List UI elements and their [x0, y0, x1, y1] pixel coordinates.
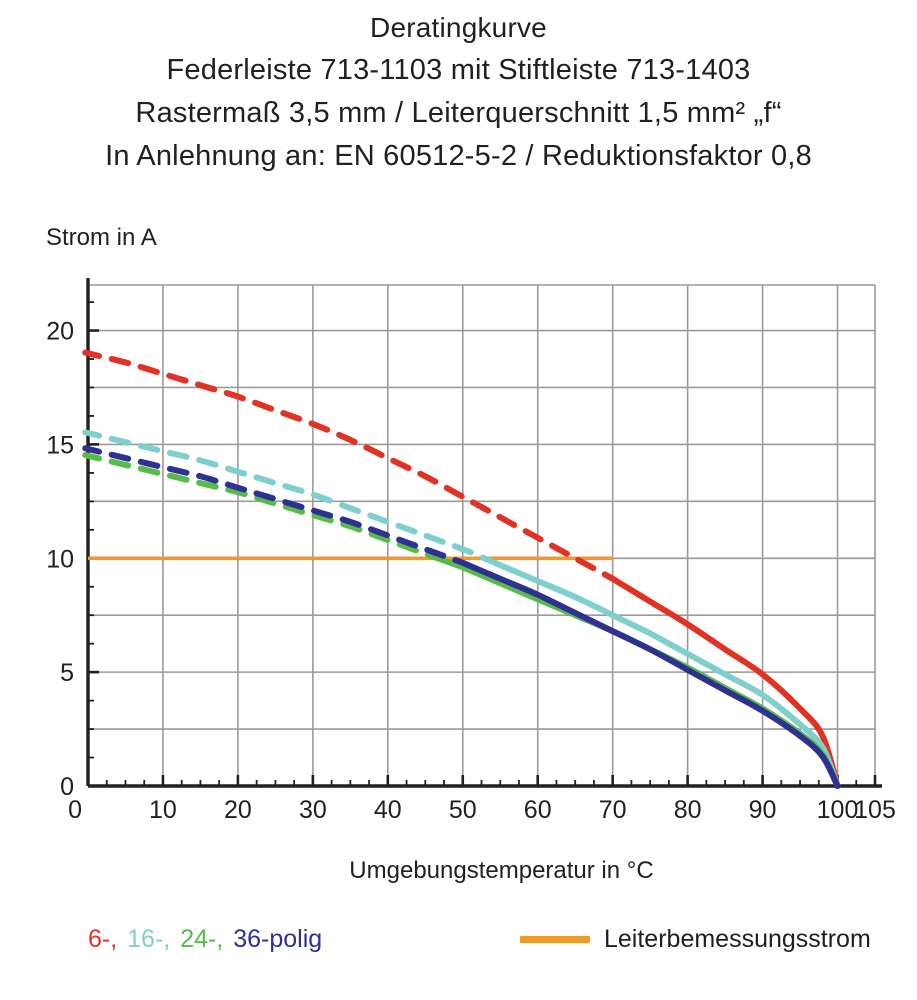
svg-text:50: 50 [449, 796, 477, 824]
axis-minor-ticks [86, 301, 877, 788]
svg-text:10: 10 [149, 796, 177, 824]
curve-16-polig [82, 429, 841, 789]
svg-text:60: 60 [524, 796, 552, 824]
legend-item-24-polig: 24-, [180, 925, 224, 953]
chart-legend: 6-, 16-, 24-, 36-polig Leiterbemessungss… [0, 925, 917, 985]
title-line-2: Federleiste 713-1103 mit Stiftleiste 713… [166, 54, 751, 86]
svg-text:40: 40 [374, 796, 402, 824]
svg-text:30: 30 [299, 796, 327, 824]
x-axis-title: Umgebungstemperatur in °C [349, 857, 654, 884]
svg-text:15: 15 [46, 431, 74, 459]
svg-text:5: 5 [60, 659, 74, 687]
title-line-3: Rastermaß 3,5 mm / Leiterquerschnitt 1,5… [135, 97, 782, 129]
axis-lines [86, 278, 882, 788]
legend-rated-current: Leiterbemessungsstrom [520, 925, 871, 954]
legend-rated-current-label: Leiterbemessungsstrom [604, 925, 871, 953]
svg-text:0: 0 [60, 773, 74, 801]
svg-text:90: 90 [749, 796, 777, 824]
svg-text:20: 20 [46, 318, 74, 346]
curve-24-polig [82, 452, 841, 789]
svg-text:100: 100 [817, 796, 859, 824]
title-line-4: In Anlehnung an: EN 60512-5-2 / Reduktio… [105, 140, 812, 172]
svg-text:70: 70 [599, 796, 627, 824]
gridlines [88, 284, 876, 786]
derating-curves [82, 349, 841, 789]
svg-text:0: 0 [68, 796, 82, 824]
svg-text:105: 105 [854, 796, 896, 824]
svg-text:80: 80 [674, 796, 702, 824]
y-axis-title: Strom in A [46, 224, 157, 251]
legend-line-swatch-icon [520, 936, 590, 943]
legend-series-labels: 6-, 16-, 24-, 36-polig [88, 925, 325, 954]
legend-item-6-polig: 6-, [88, 925, 118, 953]
curve-6-polig [82, 349, 841, 789]
figure-title-block: Deratingkurve Federleiste 713-1103 mit S… [0, 0, 917, 178]
title-line-1: Deratingkurve [370, 12, 547, 43]
svg-text:20: 20 [224, 796, 252, 824]
svg-text:10: 10 [46, 545, 74, 573]
curve-36-polig [82, 445, 841, 789]
legend-item-16-polig: 16-, [127, 925, 171, 953]
legend-item-36-polig: 36-polig [233, 925, 323, 953]
